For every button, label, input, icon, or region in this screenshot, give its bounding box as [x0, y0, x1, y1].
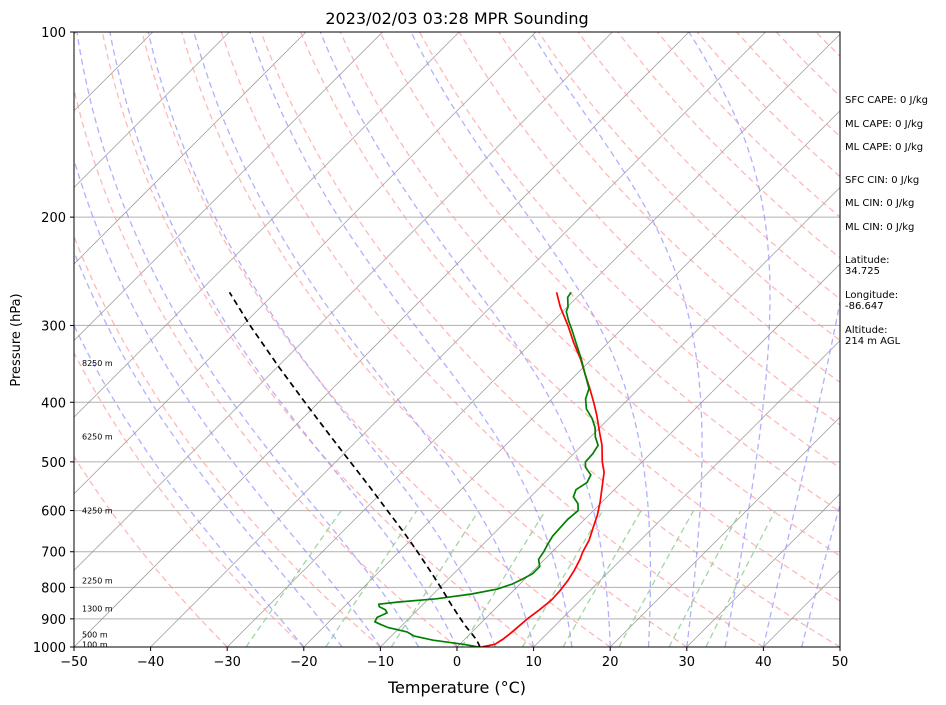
dry-adiabat: [260, 32, 840, 647]
y-tick-label: 800: [41, 581, 66, 596]
ml-cape-text: ML CAPE: 0 J/kg: [845, 119, 924, 130]
dewpoint-line: [373, 291, 600, 647]
y-tick-label: 500: [41, 456, 66, 471]
moist-adiabat: [147, 32, 496, 647]
ml-cin-text: ML CIN: 0 J/kg: [845, 198, 915, 209]
dry-adiabat: [180, 32, 688, 647]
latitude-text: Latitude: 34.725: [845, 255, 890, 277]
moist-adiabat: [74, 157, 381, 647]
x-tick-label: 50: [832, 655, 849, 670]
mixing-ratio-line: [705, 510, 776, 647]
y-tick-label: 900: [41, 613, 66, 628]
x-tick-label: 20: [602, 655, 619, 670]
isotherm-line: [609, 416, 840, 647]
height-label: 2250 m: [82, 577, 113, 586]
moist-adiabat: [109, 32, 458, 647]
isotherm-line: [303, 110, 840, 647]
series-layer: [228, 291, 605, 647]
dry-adiabat: [74, 351, 305, 647]
moist-adiabat: [762, 298, 840, 647]
ml-cape-text-2: ML CAPE: 0 J/kg: [845, 142, 924, 153]
isotherm-line: [150, 32, 766, 647]
sfc-cape-text: SFC CAPE: 0 J/kg: [845, 95, 928, 106]
isotherm-line: [74, 32, 613, 571]
x-tick-label: −20: [290, 655, 317, 670]
moist-adiabat: [193, 32, 535, 647]
y-tick-label: 100: [41, 26, 66, 41]
isotherm-line: [686, 493, 840, 647]
isotherm-line: [74, 32, 383, 342]
isotherm-line: [74, 32, 537, 495]
height-label: 6250 m: [82, 433, 113, 442]
x-tick-label: 10: [525, 655, 542, 670]
mixing-ratio-line: [618, 510, 695, 647]
height-label: 100 m: [82, 640, 108, 649]
mixing-ratio-line: [245, 510, 342, 647]
height-label: 500 m: [82, 631, 108, 640]
moist-adiabat: [801, 502, 840, 647]
mixing-ratio-line: [390, 510, 480, 647]
dry-adiabat: [537, 32, 840, 342]
height-label: 1300 m: [82, 604, 113, 613]
mixing-ratio-line: [668, 510, 742, 647]
ml-cin-text-2: ML CIN: 0 J/kg: [845, 222, 915, 233]
moist-adiabat: [688, 32, 771, 647]
isotherm-line: [74, 32, 230, 188]
chart-title: 2023/02/03 03:28 MPR Sounding: [325, 9, 588, 28]
height-label: 8250 m: [82, 359, 113, 368]
x-tick-label: −30: [213, 655, 240, 670]
height-label: 4250 m: [82, 507, 113, 516]
dry-adiabat: [101, 32, 534, 647]
x-tick-label: −50: [60, 655, 87, 670]
y-axis-label: Pressure (hPa): [9, 293, 24, 386]
x-tick-label: 0: [453, 655, 461, 670]
isotherm-line: [74, 32, 690, 647]
moist-adiabat: [249, 32, 573, 647]
sfc-cin-text: SFC CIN: 0 J/kg: [845, 175, 920, 186]
moist-adiabat: [530, 32, 703, 647]
isotherm-line: [456, 263, 840, 647]
ticks-layer: −50 −40 −30 −20 −10 0 10 20 30 40 50 100 200 300 400 50…: [33, 26, 848, 670]
isotherm-line: [380, 186, 840, 647]
isotherm-line: [226, 33, 840, 647]
x-tick-label: 30: [679, 655, 696, 670]
mixing-ratio-line: [562, 510, 642, 647]
y-tick-label: 300: [41, 319, 66, 334]
moist-adiabat: [410, 32, 652, 647]
isotherm-line: [74, 32, 307, 265]
isotherm-line: [533, 340, 840, 647]
mixing-ratio-line: [461, 510, 547, 647]
parcel-line: [228, 291, 481, 647]
moist-adiabat: [74, 250, 343, 647]
plot-background: [74, 32, 840, 647]
x-axis-label: Temperature (°C): [387, 678, 526, 697]
x-tick-label: −40: [137, 655, 164, 670]
dry-adiabat: [379, 32, 840, 513]
x-tick-label: 40: [755, 655, 772, 670]
longitude-text: Longitude: -86.647: [845, 290, 899, 312]
y-tick-label: 1000: [33, 641, 66, 656]
background-lines: [74, 32, 840, 647]
y-tick-label: 400: [41, 396, 66, 411]
moist-adiabat: [319, 32, 611, 647]
dry-adiabat: [577, 32, 840, 300]
altitude-text: Altitude: 214 m AGL: [845, 325, 901, 347]
y-tick-label: 600: [41, 505, 66, 520]
x-tick-label: −10: [367, 655, 394, 670]
dry-adiabat: [141, 32, 611, 647]
isotherm-line: [74, 32, 460, 418]
y-tick-label: 700: [41, 546, 66, 561]
dry-adiabat: [74, 234, 381, 647]
y-tick-label: 200: [41, 211, 66, 226]
mixing-ratio-line: [521, 510, 604, 647]
mixing-ratio-line: [325, 510, 418, 647]
dry-adiabat: [74, 86, 458, 647]
